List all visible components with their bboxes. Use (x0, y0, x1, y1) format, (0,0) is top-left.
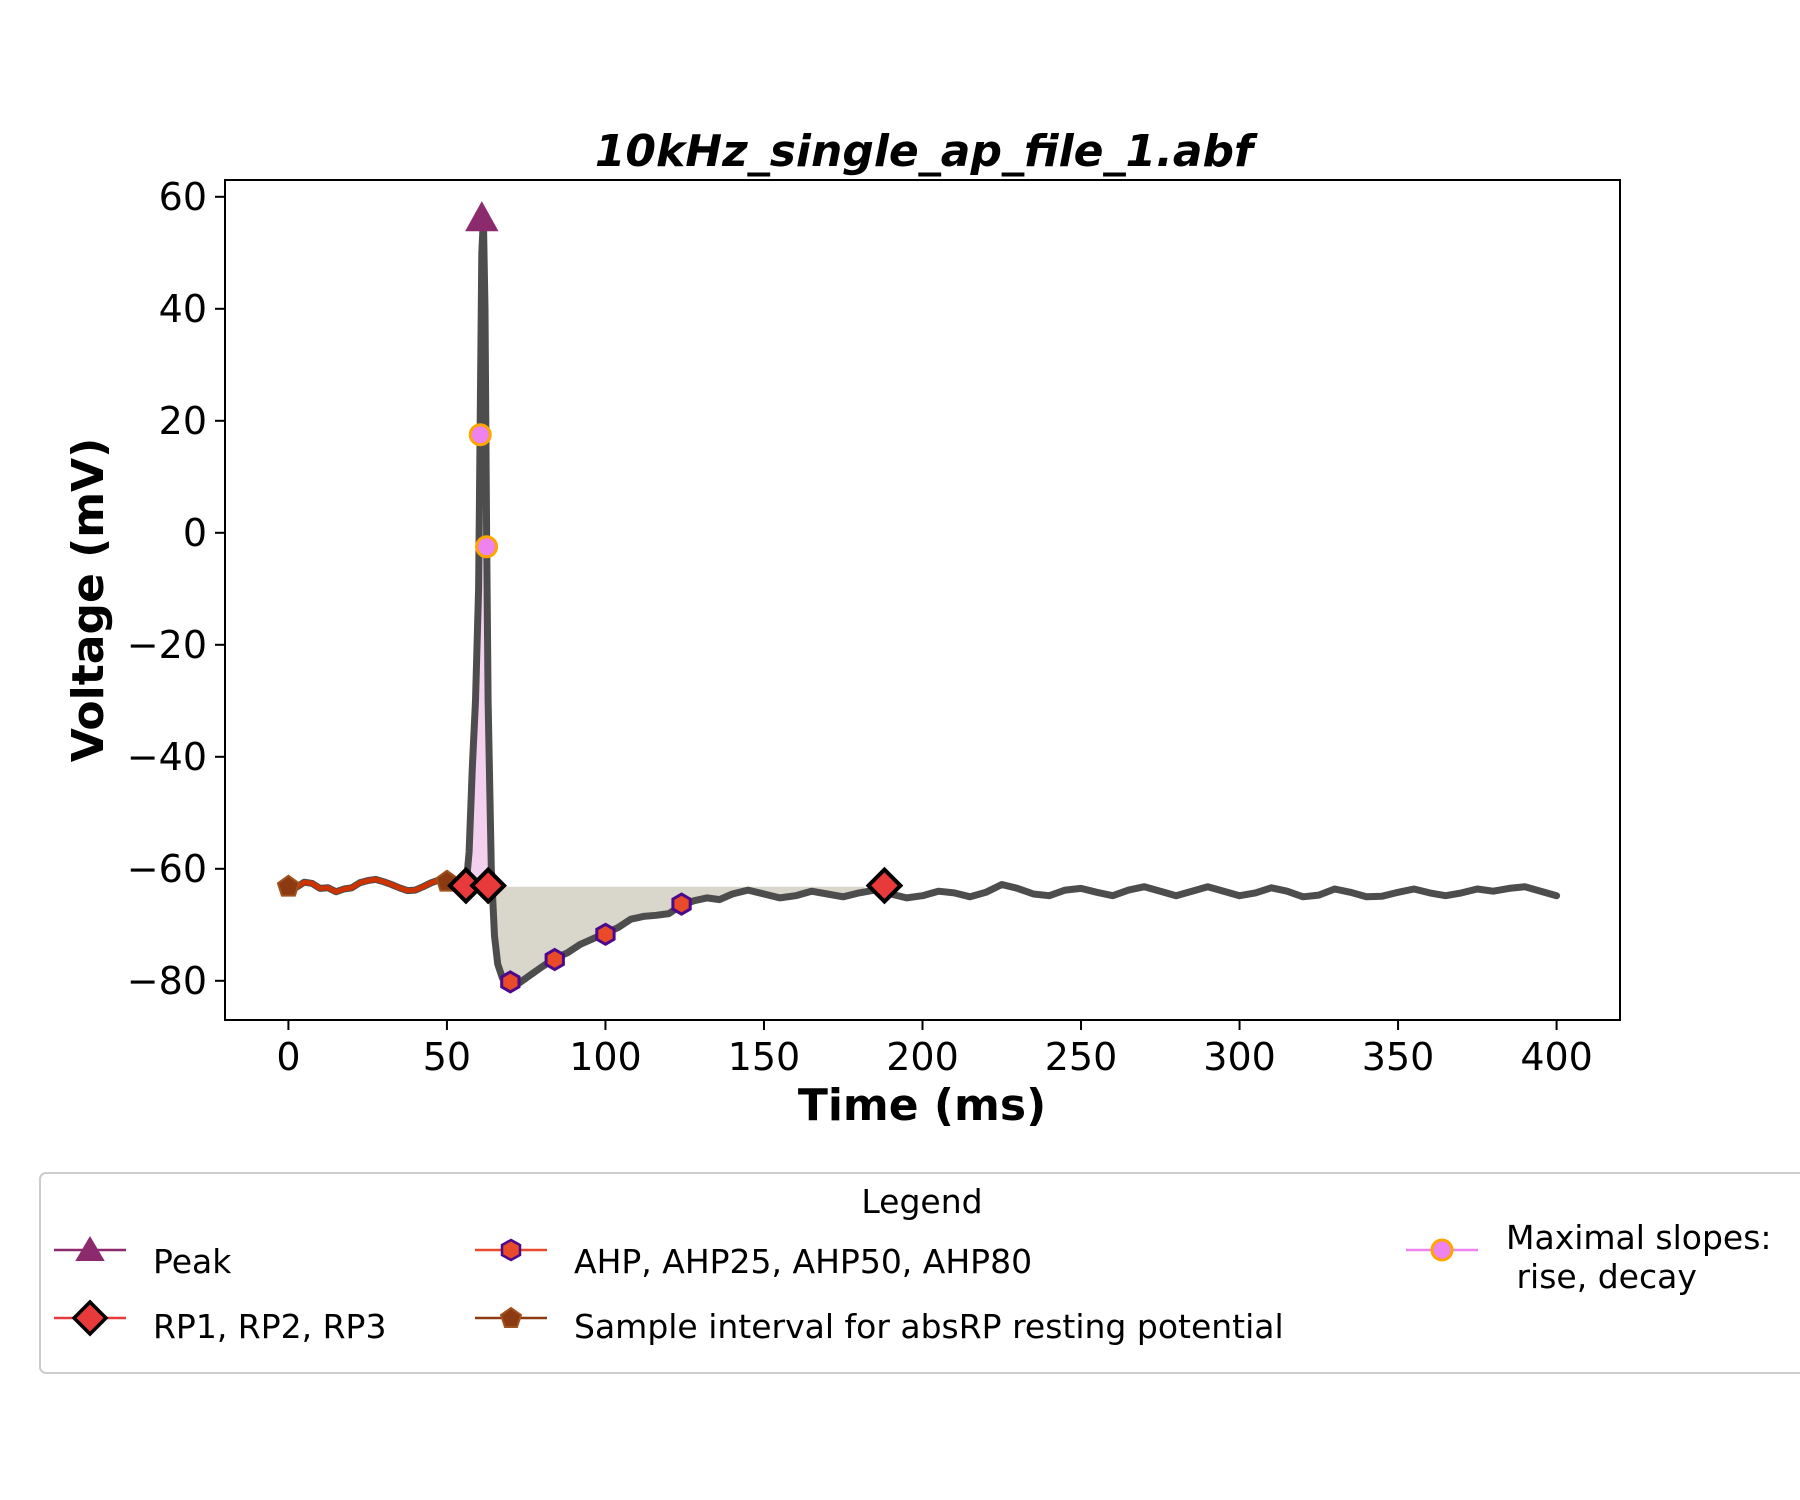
resting-interval-trace (288, 876, 448, 895)
y-tick-label: 60 (159, 175, 207, 219)
y-tick-label: −60 (127, 847, 207, 891)
max-slope-marker (475, 535, 499, 559)
legend-title: Legend (861, 1182, 982, 1221)
abs-rp-sample-marker (276, 874, 301, 897)
legend-entry-max-slope: Maximal slopes: rise, decay (1406, 1218, 1772, 1296)
x-axis-label: Time (ms) (798, 1080, 1046, 1131)
legend-label-max-slope-1: Maximal slopes: (1506, 1218, 1772, 1257)
peak-marker (465, 201, 499, 232)
ahp-marker (544, 947, 565, 972)
legend: Legend Peak RP1, RP2, RP3 AHP, AHP25, AH… (39, 1172, 1800, 1374)
x-tick-label: 200 (886, 1035, 959, 1079)
chart-title: 10kHz_single_ap_file_1.abf (595, 126, 1258, 177)
x-tick-label: 250 (1045, 1035, 1118, 1079)
y-tick-label: 40 (159, 287, 207, 331)
x-tick-label: 0 (276, 1035, 300, 1079)
y-tick-label: −40 (127, 735, 207, 779)
legend-ahp-marker (500, 1238, 522, 1262)
y-tick-label: 20 (159, 399, 207, 443)
ahp-marker (671, 892, 692, 916)
legend-label-abs-rp: Sample interval for absRP resting potent… (574, 1307, 1284, 1346)
y-tick-label: 0 (183, 511, 207, 555)
legend-rp-marker (71, 1299, 109, 1337)
y-axis-label: Voltage (mV) (63, 438, 114, 762)
legend-label-max-slope-2: rise, decay (1506, 1257, 1697, 1296)
legend-entry-ahp: AHP, AHP25, AHP50, AHP80 (475, 1238, 1032, 1281)
legend-entry-peak: Peak (54, 1236, 232, 1281)
x-tick-label: 50 (423, 1035, 471, 1079)
rp-marker (865, 866, 904, 905)
y-tick-label: −80 (127, 959, 207, 1003)
x-tick-label: 150 (728, 1035, 801, 1079)
legend-label-ahp: AHP, AHP25, AHP50, AHP80 (574, 1242, 1032, 1281)
y-tick-label: −20 (127, 623, 207, 667)
ahp-marker (500, 970, 521, 994)
rp-marker (469, 866, 507, 905)
x-tick-label: 350 (1362, 1035, 1435, 1079)
x-tick-label: 400 (1520, 1035, 1593, 1079)
x-axis: 0 50 100 150 200 250 300 350 400 (276, 1020, 1593, 1079)
legend-label-rp: RP1, RP2, RP3 (153, 1307, 386, 1346)
legend-label-peak: Peak (153, 1242, 232, 1281)
x-tick-label: 100 (569, 1035, 642, 1079)
legend-max-slope-marker (1430, 1238, 1454, 1262)
max-slope-marker (468, 423, 492, 447)
legend-frame (39, 1172, 1800, 1374)
ahp-marker (595, 922, 616, 947)
x-tick-label: 300 (1203, 1035, 1276, 1079)
legend-peak-marker (75, 1236, 105, 1261)
y-axis: −80 −60 −40 −20 0 20 40 60 (127, 175, 225, 1003)
legend-entry-abs-rp: Sample interval for absRP resting potent… (475, 1306, 1284, 1346)
plot-area (276, 201, 1561, 994)
ahp-shaded-area (489, 886, 866, 984)
legend-entry-rp: RP1, RP2, RP3 (54, 1299, 386, 1346)
legend-abs-rp-marker (499, 1306, 523, 1328)
